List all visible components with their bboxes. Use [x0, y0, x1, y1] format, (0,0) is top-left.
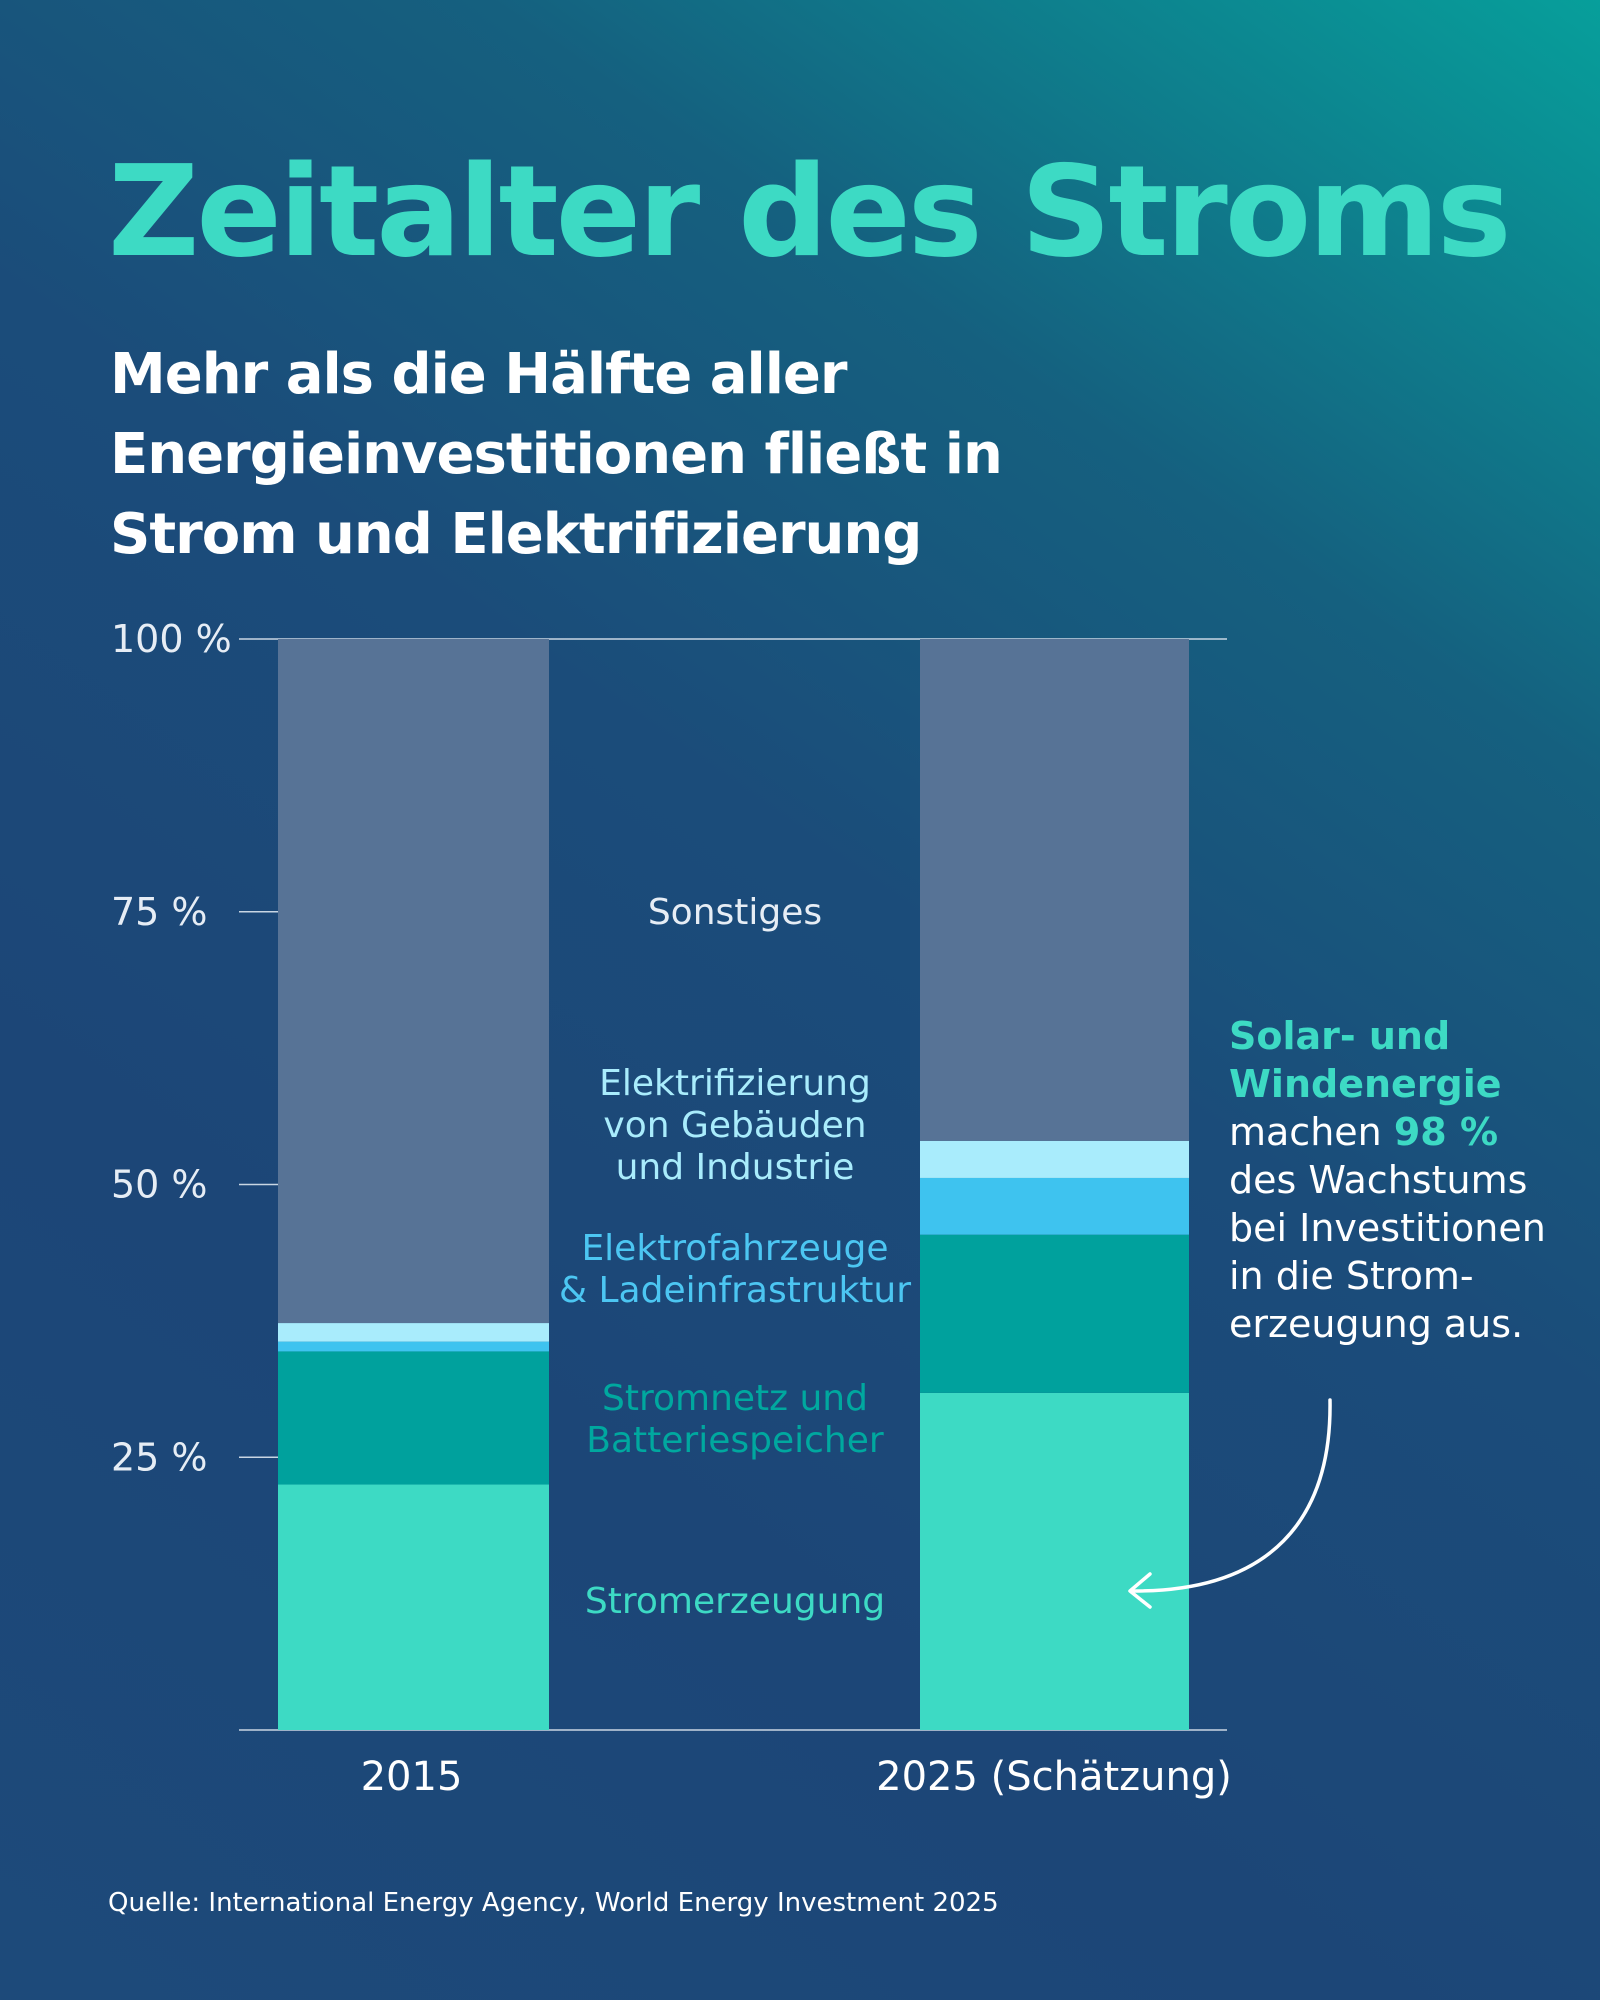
bar-segment: [278, 1323, 549, 1342]
bar-segment: [920, 1177, 1189, 1235]
annotation-highlight: Solar- und: [1229, 1014, 1451, 1058]
arrow-icon: [1130, 1398, 1332, 1593]
annotation-text: des Wachstums: [1229, 1158, 1528, 1202]
bar-segment: [278, 1351, 549, 1485]
bar-segment: [278, 1341, 549, 1352]
series-label: Sonstiges: [648, 892, 822, 933]
x-tick-label: 2025 (Schätzung): [876, 1754, 1232, 1800]
subtitle-line: Energieinvestitionen fließt in: [110, 422, 1003, 487]
bar-segment: [920, 639, 1189, 1141]
annotation-text: in die Strom-: [1229, 1254, 1474, 1298]
y-tick-label: 75 %: [111, 890, 208, 934]
subtitle-line: Mehr als die Hälfte aller: [110, 342, 848, 407]
annotation-highlight: Windenergie: [1229, 1062, 1502, 1106]
annotation: Solar- und Windenergie machen 98 % des W…: [1229, 1012, 1546, 1348]
series-label: Stromerzeugung: [585, 1581, 885, 1622]
annotation-text: bei Investitionen: [1229, 1206, 1546, 1250]
bar-segment: [920, 1234, 1189, 1393]
bar-segment: [920, 1392, 1189, 1730]
y-tick-label: 50 %: [111, 1163, 208, 1207]
subtitle-line: Strom und Elektrifizierung: [110, 502, 922, 567]
series-label: & Ladeinfrastruktur: [559, 1270, 911, 1311]
arrow-head-icon: [1128, 1572, 1152, 1609]
bar-segment: [278, 639, 549, 1324]
source-note: Quelle: International Energy Agency, Wor…: [108, 1888, 999, 1918]
series-label: und Industrie: [616, 1147, 855, 1188]
y-tick-label: 100 %: [111, 617, 232, 661]
x-tick-label: 2015: [361, 1754, 463, 1800]
series-label: Elektrofahrzeuge: [581, 1228, 888, 1269]
series-label: von Gebäuden: [603, 1105, 866, 1146]
series-label: Stromnetz und: [602, 1378, 868, 1419]
annotation-text: erzeugung aus.: [1229, 1302, 1524, 1346]
y-tick-label: 25 %: [111, 1435, 208, 1479]
annotation-text: machen: [1229, 1110, 1394, 1154]
series-label: Elektrifizierung: [599, 1063, 871, 1104]
series-label: Batteriespeicher: [586, 1420, 884, 1461]
page-title: Zeitalter des Stroms: [108, 138, 1512, 285]
bar-segment: [920, 1140, 1189, 1178]
subtitle: Mehr als die Hälfte aller Energieinvesti…: [110, 335, 1110, 575]
bar-segment: [278, 1484, 549, 1730]
annotation-value: 98 %: [1393, 1110, 1499, 1154]
